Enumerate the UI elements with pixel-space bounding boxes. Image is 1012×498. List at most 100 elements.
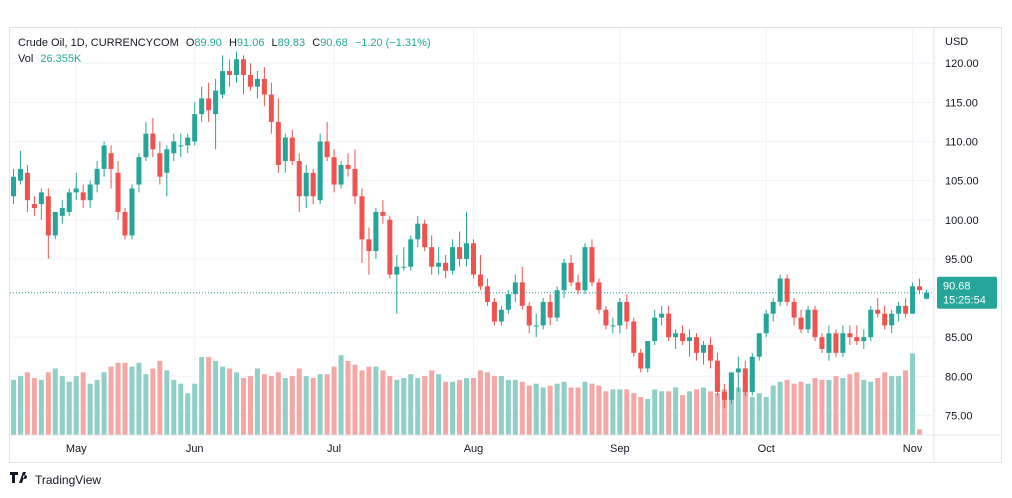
candle-body <box>896 305 902 314</box>
candle-body <box>770 301 776 314</box>
candle-body <box>889 313 895 326</box>
volume-bar <box>624 389 630 435</box>
price-axis[interactable]: 120.00 115.00 110.00 105.00 100.00 95.00 85.00… <box>945 58 979 422</box>
volume-bar <box>875 378 881 435</box>
volume-bar <box>24 372 30 435</box>
candle-body <box>94 168 100 185</box>
candle-body <box>101 145 107 169</box>
candle-body <box>707 344 713 361</box>
volume-bar <box>338 355 344 435</box>
candle-body <box>659 313 665 318</box>
candle-body <box>429 247 435 267</box>
volume-bar <box>652 389 658 435</box>
candle-body <box>812 309 818 338</box>
low-value: 89.83 <box>277 37 306 49</box>
candle-body <box>498 309 504 322</box>
candle-body <box>833 333 839 353</box>
volume-bar <box>31 378 37 435</box>
volume-bar <box>861 379 867 435</box>
candle-body <box>38 192 44 205</box>
candle-body <box>763 313 769 334</box>
volume-bar <box>638 397 644 435</box>
candle-body <box>164 149 170 173</box>
volume-bar <box>519 381 525 435</box>
candle-body <box>192 114 198 142</box>
candle-body <box>303 172 309 197</box>
chart-legend: Crude Oil, 1D, CURRENCYCOM O89.90 H91.06… <box>18 35 431 67</box>
candle-body <box>115 172 121 212</box>
currency-label: USD <box>945 36 968 48</box>
volume-bar <box>352 364 358 435</box>
volume-bar <box>324 374 330 435</box>
volume-bar <box>791 383 797 435</box>
volume-bar <box>303 376 309 435</box>
volume-bar <box>10 379 16 435</box>
candle-body <box>289 137 295 162</box>
volume-bar <box>87 383 93 435</box>
candle-body <box>227 71 233 75</box>
volume-bar <box>122 362 128 435</box>
volume-bar <box>470 378 476 435</box>
candle-body <box>122 211 128 236</box>
candle-body <box>450 247 456 271</box>
candle-body <box>234 59 240 75</box>
candle-body <box>66 192 72 212</box>
volume-value: 26.355K <box>40 53 82 65</box>
candle-body <box>624 301 630 322</box>
brand-name[interactable]: TradingView <box>35 472 102 487</box>
time-tick-label: May <box>66 443 87 455</box>
volume-bar <box>673 387 679 435</box>
last-price-label: 90.68 15:25:54 <box>937 276 997 309</box>
volume-bar <box>610 389 616 435</box>
volume-bar <box>666 391 672 435</box>
candle-body <box>561 262 567 291</box>
volume-bar <box>387 376 393 435</box>
chart-frame <box>9 27 1002 463</box>
symbol-label[interactable]: Crude Oil, 1D, CURRENCYCOM <box>18 37 179 49</box>
volume-bar <box>227 368 233 435</box>
volume-bar <box>694 389 700 435</box>
volume-bar <box>561 381 567 435</box>
volume-bar <box>847 374 853 435</box>
volume-bar <box>575 387 581 435</box>
candle-body <box>798 317 804 330</box>
candle-body <box>213 90 219 115</box>
candle-body <box>136 157 142 185</box>
volume-bar <box>582 381 588 435</box>
time-axis[interactable]: May Jun Jul Aug Sep Oct Nov <box>66 443 923 455</box>
candle-body <box>721 391 727 400</box>
candles <box>10 51 930 408</box>
price-tick-label: 95.00 <box>945 254 973 266</box>
candle-body <box>868 309 874 338</box>
time-tick-label: Nov <box>903 443 923 455</box>
volume-bar <box>129 366 135 435</box>
candle-body <box>491 301 497 322</box>
volume-bar <box>317 374 323 435</box>
volume-bar <box>721 389 727 435</box>
candle-body <box>10 176 16 197</box>
candle-body <box>436 262 442 267</box>
candle-body <box>603 309 609 326</box>
candle-body <box>171 141 177 154</box>
price-tick-label: 80.00 <box>945 371 973 383</box>
candle-body <box>282 137 288 162</box>
volume-bar <box>903 370 909 435</box>
open-key: O <box>185 37 195 49</box>
candle-body <box>331 157 337 185</box>
candle-body <box>547 301 553 318</box>
candle-body <box>464 243 470 259</box>
volume-bar <box>101 372 107 435</box>
candle-body <box>861 337 867 342</box>
tradingview-logo-icon[interactable] <box>10 472 30 487</box>
candle-body <box>540 301 546 326</box>
candle-body <box>847 333 853 338</box>
volume-bar <box>73 376 79 435</box>
candle-body <box>617 301 623 326</box>
volume-bar <box>408 374 414 435</box>
volume-bar <box>547 385 553 435</box>
volume-bar <box>17 376 23 435</box>
time-tick-label: Jul <box>327 443 341 455</box>
candle-body <box>387 219 393 275</box>
volume-bar <box>826 379 832 435</box>
